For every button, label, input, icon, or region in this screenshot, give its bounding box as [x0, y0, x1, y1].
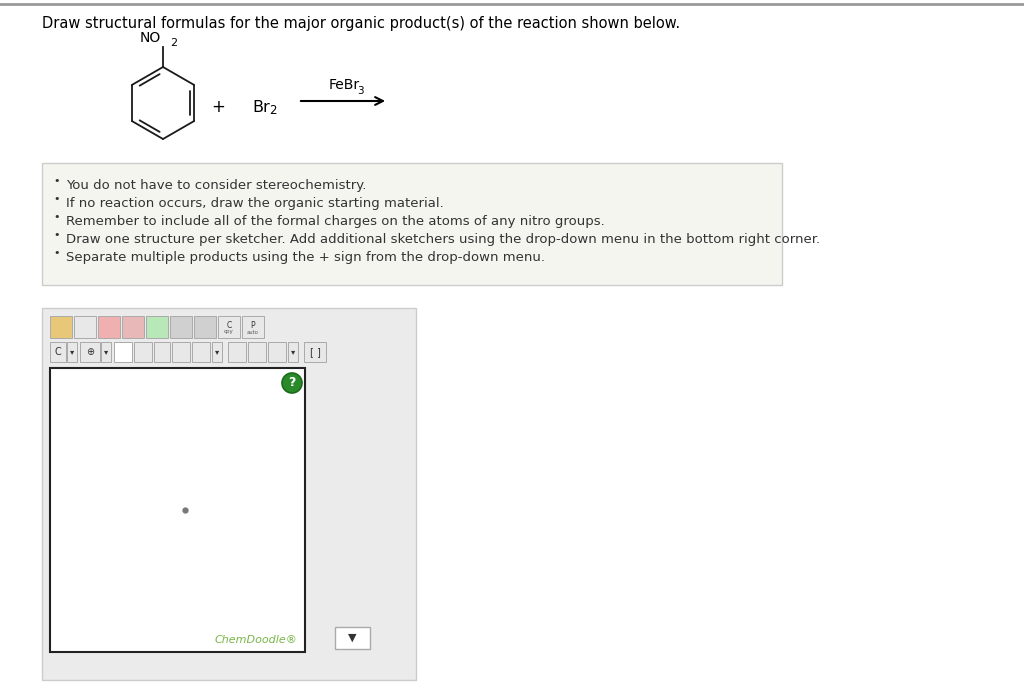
Text: ChemDoodle®: ChemDoodle® — [214, 635, 297, 645]
Text: Draw one structure per sketcher. Add additional sketchers using the drop-down me: Draw one structure per sketcher. Add add… — [66, 233, 820, 246]
Text: C: C — [226, 322, 231, 331]
Bar — [50, 316, 72, 338]
Bar — [242, 316, 264, 338]
Bar — [122, 316, 144, 338]
Text: ▾: ▾ — [215, 347, 219, 356]
Text: P: P — [251, 322, 255, 331]
Bar — [154, 342, 170, 362]
Text: FeBr: FeBr — [329, 78, 360, 92]
Text: auto: auto — [247, 329, 259, 334]
Text: ?: ? — [289, 376, 296, 390]
Bar — [114, 342, 132, 362]
Text: ▾: ▾ — [103, 347, 109, 356]
Text: [ ]: [ ] — [309, 347, 321, 357]
Bar — [74, 316, 96, 338]
Bar — [170, 316, 193, 338]
Bar — [67, 342, 77, 362]
Bar — [212, 342, 222, 362]
Text: 2: 2 — [269, 104, 276, 118]
Text: •: • — [53, 176, 60, 186]
Text: Br: Br — [252, 100, 269, 114]
Text: •: • — [53, 194, 60, 204]
Bar — [134, 342, 152, 362]
Text: You do not have to consider stereochemistry.: You do not have to consider stereochemis… — [66, 179, 367, 192]
Bar — [248, 342, 266, 362]
Bar — [304, 342, 326, 362]
Circle shape — [282, 373, 302, 393]
Text: ⊕: ⊕ — [86, 347, 94, 357]
Text: ▾: ▾ — [291, 347, 295, 356]
Text: Draw structural formulas for the major organic product(s) of the reaction shown : Draw structural formulas for the major o… — [42, 16, 680, 31]
Text: C: C — [54, 347, 61, 357]
Text: •: • — [53, 248, 60, 258]
Text: 3: 3 — [357, 86, 364, 96]
Text: If no reaction occurs, draw the organic starting material.: If no reaction occurs, draw the organic … — [66, 197, 443, 210]
Bar — [42, 308, 416, 680]
Text: ▾: ▾ — [70, 347, 74, 356]
Text: •: • — [53, 212, 60, 222]
Bar — [288, 342, 298, 362]
Text: ▼: ▼ — [348, 633, 356, 643]
Bar — [335, 627, 370, 649]
Text: •: • — [53, 230, 60, 240]
Bar — [98, 316, 120, 338]
Bar — [50, 342, 66, 362]
Bar — [50, 368, 305, 652]
Text: cpy: cpy — [224, 329, 233, 334]
Bar — [218, 316, 240, 338]
Text: 2: 2 — [170, 38, 177, 48]
Bar — [80, 342, 100, 362]
Bar — [228, 342, 246, 362]
Bar — [42, 163, 782, 285]
Text: +: + — [211, 98, 225, 116]
Bar — [172, 342, 190, 362]
Bar — [101, 342, 111, 362]
Bar — [194, 316, 216, 338]
Text: Separate multiple products using the + sign from the drop-down menu.: Separate multiple products using the + s… — [66, 251, 545, 264]
Text: NO: NO — [139, 31, 161, 45]
Bar — [268, 342, 286, 362]
Bar — [193, 342, 210, 362]
Text: Remember to include all of the formal charges on the atoms of any nitro groups.: Remember to include all of the formal ch… — [66, 215, 605, 228]
Bar — [146, 316, 168, 338]
